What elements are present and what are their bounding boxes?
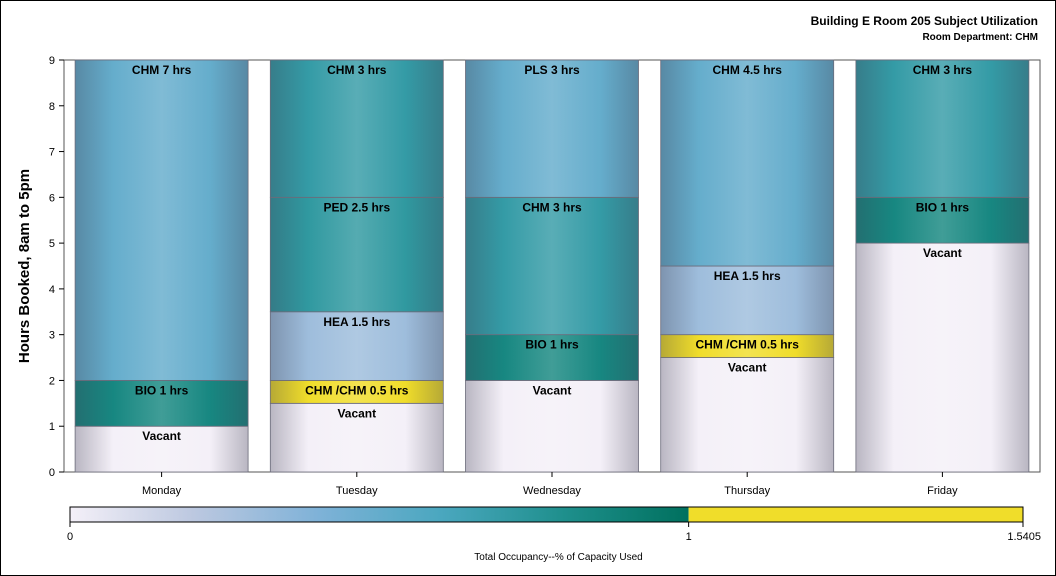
y-tick-label: 9 — [49, 55, 55, 67]
bar-segment-wednesday-2 — [465, 196, 639, 336]
chart-subtitle: Room Department: CHM — [922, 32, 1038, 43]
bar-segment-thursday-0 — [660, 357, 835, 473]
y-tick-label: 6 — [49, 192, 55, 204]
x-tick-label: Tuesday — [336, 485, 378, 497]
y-tick-label: 3 — [49, 330, 55, 342]
bar-segment-monday-2 — [74, 59, 249, 381]
bar-segment-label: Vacant — [728, 361, 767, 375]
x-tick-label: Friday — [927, 485, 958, 497]
bar-segment-wednesday-1 — [465, 334, 639, 381]
y-tick-label: 1 — [49, 421, 55, 433]
bar-segment-label: CHM 4.5 hrs — [713, 63, 783, 77]
bar-segment-label: CHM 3 hrs — [327, 63, 387, 77]
bar-segment-label: CHM /CHM 0.5 hrs — [305, 383, 409, 397]
bar-segment-label: BIO 1 hrs — [916, 200, 970, 214]
bar-segment-thursday-2 — [660, 265, 835, 336]
bar-segment-tuesday-4 — [269, 59, 444, 198]
bar-segment-tuesday-0 — [269, 402, 444, 473]
bar-segment-friday-1 — [855, 196, 1030, 244]
bar-segment-wednesday-0 — [465, 380, 639, 473]
bar-segment-label: CHM 3 hrs — [913, 63, 973, 77]
bar-segment-label: CHM 7 hrs — [132, 63, 192, 77]
chart-title: Building E Room 205 Subject Utilization — [810, 14, 1038, 28]
colorbar-over-range — [688, 507, 1023, 522]
axes-group: 0 1 2 3 4 5 6 7 8 9 Monday Tuesday Wednesday Thursday… — [16, 55, 958, 497]
colorbar-label: Total Occupancy--% of Capacity Used — [474, 552, 642, 563]
bar-segment-tuesday-3 — [269, 196, 444, 313]
y-tick-label: 2 — [49, 375, 55, 387]
bar-segment-label: Vacant — [337, 406, 376, 420]
bar-segment-label: Vacant — [533, 383, 572, 397]
colorbar-legend: 0 1 1.5405 Total Occupancy--% of Capacity U… — [67, 506, 1041, 563]
bar-segment-label: Vacant — [923, 246, 962, 260]
bar-segment-monday-0 — [74, 425, 249, 473]
colorbar-tick-label: 0 — [67, 531, 73, 543]
bar-segment-label: BIO 1 hrs — [135, 383, 189, 397]
colorbar-tick-label: 1 — [686, 531, 692, 543]
bar-segment-wednesday-3 — [465, 59, 639, 198]
y-tick-label: 8 — [49, 101, 55, 113]
y-tick-label: 0 — [49, 467, 55, 479]
colorbar-tick-label: 1.5405 — [1007, 531, 1041, 543]
bar-segment-friday-2 — [855, 59, 1030, 198]
y-tick-label: 5 — [49, 238, 55, 250]
y-axis-label: Hours Booked, 8am to 5pm — [16, 169, 33, 363]
x-tick-label: Thursday — [724, 485, 770, 497]
bar-segment-monday-1 — [74, 380, 249, 427]
bar-segment-label: Vacant — [142, 429, 181, 443]
y-tick-label: 4 — [49, 284, 55, 296]
bar-segment-label: CHM 3 hrs — [522, 200, 582, 214]
bar-segment-label: BIO 1 hrs — [525, 338, 579, 352]
bar-segment-friday-0 — [855, 242, 1030, 473]
bar-segment-label: CHM /CHM 0.5 hrs — [696, 338, 800, 352]
bar-segment-label: PED 2.5 hrs — [323, 200, 390, 214]
bar-segment-label: HEA 1.5 hrs — [714, 269, 781, 283]
bar-segment-thursday-3 — [660, 59, 835, 267]
bar-segment-label: PLS 3 hrs — [524, 63, 580, 77]
colorbar-gradient — [70, 507, 689, 522]
bars-group: Vacant BIO 1 hrs CHM 7 hrs Vacant CHM /CHM 0… — [74, 59, 1030, 473]
colorbar-border — [69, 506, 1024, 523]
bar-segment-label: HEA 1.5 hrs — [323, 315, 390, 329]
y-tick-label: 7 — [49, 147, 55, 159]
x-tick-label: Wednesday — [523, 485, 581, 497]
x-tick-label: Monday — [142, 485, 182, 497]
